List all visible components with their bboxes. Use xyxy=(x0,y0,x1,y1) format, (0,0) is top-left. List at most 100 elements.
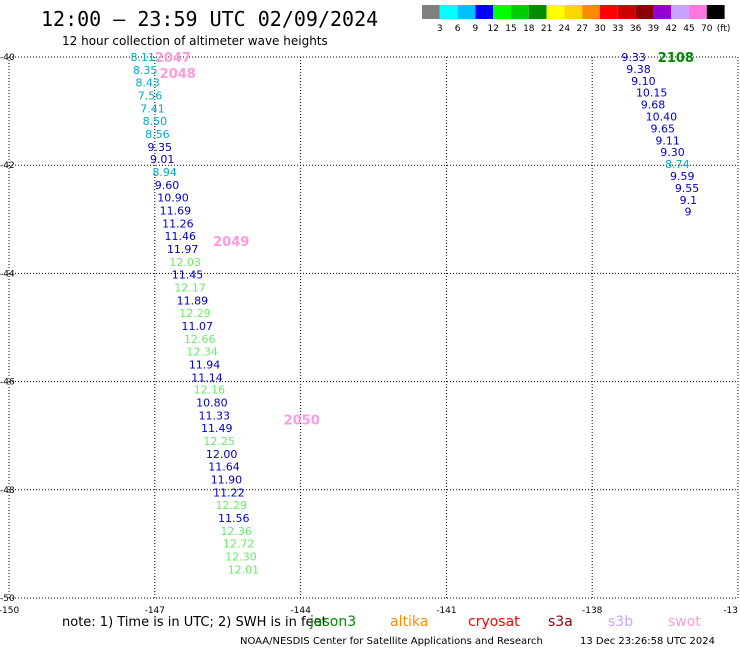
swh-point-label: 11.90 xyxy=(211,474,243,487)
swh-point-label: 11.49 xyxy=(201,422,233,435)
swh-point-label: 9.11 xyxy=(655,134,680,147)
colorbar-swatch xyxy=(689,5,707,19)
colorbar-swatch xyxy=(511,5,529,19)
swh-point-label: 12.34 xyxy=(186,345,218,358)
swh-point-label: 12.30 xyxy=(225,550,257,563)
footer-credit: NOAA/NESDIS Center for Satellite Applica… xyxy=(240,636,543,647)
time-label: 2049 xyxy=(213,235,249,250)
swh-point-label: 11.33 xyxy=(199,410,231,423)
colorbar-swatch xyxy=(439,5,458,19)
satellite-legend-entry: cryosat xyxy=(468,614,520,630)
swh-point-label: 9.68 xyxy=(641,99,666,112)
y-tick-label: -48 xyxy=(0,486,15,496)
colorbar-swatch xyxy=(600,5,618,19)
swh-point-label: 9.59 xyxy=(670,170,695,183)
colorbar-swatch xyxy=(493,5,511,19)
swh-point-label: 9.01 xyxy=(150,153,175,166)
swh-point-label: 9.10 xyxy=(631,75,656,88)
swh-point-label: 9.55 xyxy=(675,182,700,195)
colorbar-swatch xyxy=(528,5,547,19)
swh-point-label: 7.56 xyxy=(138,89,163,102)
x-tick-label: -147 xyxy=(145,606,165,616)
swh-point-label: 12.36 xyxy=(220,525,252,538)
swh-point-label: 11.14 xyxy=(191,371,223,384)
satellite-legend-entry: s3a xyxy=(548,614,573,630)
swh-point-label: 12.01 xyxy=(228,563,260,576)
time-label: 2048 xyxy=(160,67,196,82)
colorbar-swatch xyxy=(617,5,636,19)
y-tick-label: -50 xyxy=(0,594,15,604)
colorbar-label: 36 xyxy=(630,24,642,34)
swh-point-label: 10.40 xyxy=(646,111,678,124)
swh-point-label: 8.74 xyxy=(665,158,690,171)
data-points: 8.118.358.437.567.418.508.569.359.018.94… xyxy=(131,51,700,576)
swh-point-label: 11.56 xyxy=(218,512,250,525)
satellite-legend-entry: swot xyxy=(668,614,701,630)
swh-point-label: 12.16 xyxy=(194,384,226,397)
swh-point-label: 10.80 xyxy=(196,397,228,410)
x-tick-label: -141 xyxy=(436,606,456,616)
colorbar-swatch xyxy=(653,5,672,19)
swh-point-label: 8.35 xyxy=(133,64,158,77)
footer-note: note: 1) Time is in UTC; 2) SWH is in fe… xyxy=(62,615,327,630)
colorbar-label: 3 xyxy=(437,24,443,34)
swh-point-label: 9 xyxy=(685,206,692,219)
swh-point-label: 9.60 xyxy=(155,179,180,192)
colorbar-label: 6 xyxy=(455,24,461,34)
swh-point-label: 11.26 xyxy=(162,218,194,231)
swh-point-label: 12.72 xyxy=(223,537,255,550)
chart-subtitle: 12 hour collection of altimeter wave hei… xyxy=(62,34,328,48)
swh-point-label: 12.17 xyxy=(174,281,206,294)
swh-point-label: 12.25 xyxy=(203,435,235,448)
colorbar-swatch xyxy=(564,5,583,19)
colorbar-label: 18 xyxy=(523,24,535,34)
swh-point-label: 12.00 xyxy=(206,448,238,461)
colorbar-swatch xyxy=(671,5,689,19)
colorbar-swatch xyxy=(475,5,494,19)
swh-point-label: 11.97 xyxy=(167,243,199,256)
satellite-legend-entry: jason3 xyxy=(309,614,356,630)
swh-point-label: 12.66 xyxy=(184,333,216,346)
x-tick-label: -144 xyxy=(290,606,311,616)
swh-point-label: 9.33 xyxy=(621,51,646,64)
colorbar-swatch xyxy=(582,5,600,19)
satellite-legend-entry: altika xyxy=(390,614,428,630)
swh-point-label: 11.89 xyxy=(177,294,209,307)
x-tick-label: -150 xyxy=(0,606,19,616)
swh-point-label: 11.46 xyxy=(165,230,197,243)
swh-point-label: 10.90 xyxy=(157,192,189,205)
swh-point-label: 11.45 xyxy=(172,268,204,281)
chart-title: 12:00 – 23:59 UTC 02/09/2024 xyxy=(41,7,378,31)
y-tick-label: -40 xyxy=(0,53,15,63)
time-label: 2108 xyxy=(658,51,694,66)
swh-point-label: 8.94 xyxy=(152,166,177,179)
colorbar-label: 39 xyxy=(648,24,660,34)
grid-lines xyxy=(8,56,739,599)
x-tick-label: -138 xyxy=(582,606,603,616)
axis-tick-labels: -40 -42 -44 -46 -48 -50 -150 -147 -144 -141 -138 -1… xyxy=(0,53,738,616)
swh-point-label: 11.64 xyxy=(208,461,240,474)
swh-point-label: 8.56 xyxy=(145,128,170,141)
satellite-legend-entry: s3b xyxy=(608,614,633,630)
colorbar-label: 33 xyxy=(612,24,623,34)
colorbar-label: 9 xyxy=(473,24,479,34)
colorbar-label: 24 xyxy=(559,24,571,34)
time-label: 2050 xyxy=(284,413,320,428)
swh-point-label: 11.22 xyxy=(213,487,245,500)
colorbar-label: 15 xyxy=(505,24,516,34)
time-label: 2047 xyxy=(155,51,191,66)
swh-point-label: 9.35 xyxy=(148,141,173,154)
y-tick-label: -46 xyxy=(0,378,15,388)
swh-point-label: 12.03 xyxy=(169,256,201,269)
colorbar-swatch xyxy=(706,5,725,19)
swh-point-label: 11.94 xyxy=(189,358,221,371)
colorbar-swatch xyxy=(546,5,565,19)
colorbar-label: 42 xyxy=(665,24,676,34)
swh-point-label: 10.15 xyxy=(636,87,668,100)
colorbar-swatch xyxy=(457,5,476,19)
swh-point-label: 9.38 xyxy=(626,63,651,76)
colorbar-swatch xyxy=(635,5,654,19)
swh-point-label: 9.1 xyxy=(680,194,698,207)
x-tick-label: -13 xyxy=(723,606,738,616)
